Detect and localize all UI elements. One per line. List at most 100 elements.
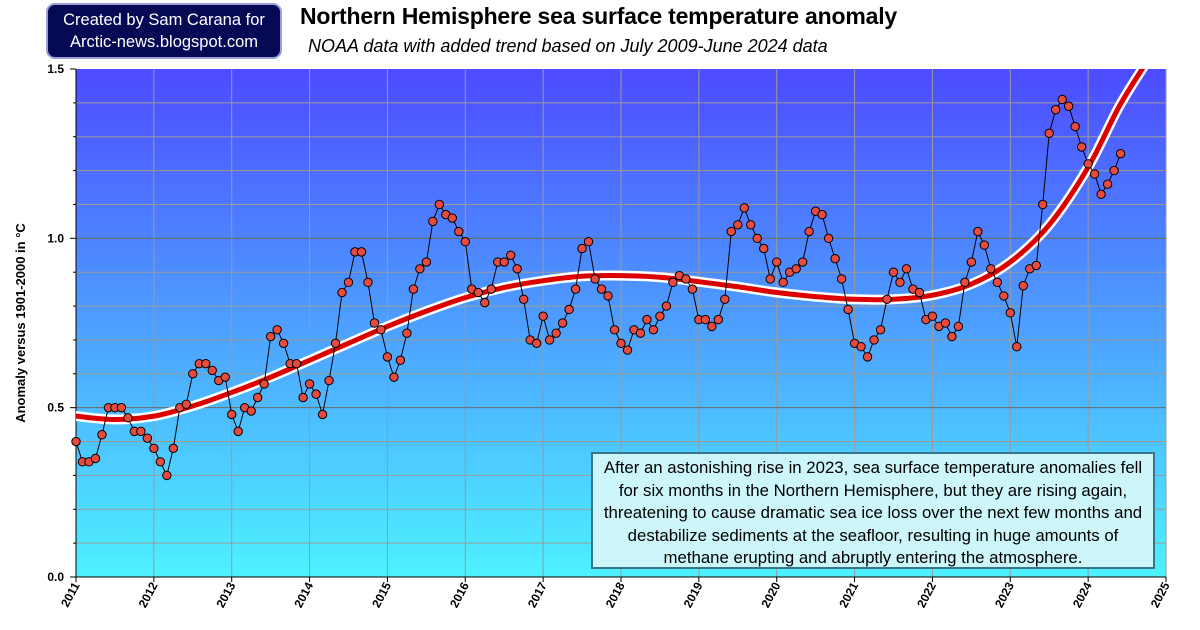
data-point: [940, 318, 951, 328]
data-point: [551, 328, 561, 338]
data-point: [590, 274, 600, 284]
data-point: [90, 453, 101, 464]
axes: [70, 68, 1167, 582]
data-point: [843, 304, 853, 315]
data-point: [817, 209, 827, 220]
data-point: [836, 274, 847, 284]
data-point: [376, 325, 386, 335]
data-point: [291, 358, 302, 369]
chart-subtitle: NOAA data with added trend based on July…: [308, 36, 828, 56]
data-point: [473, 287, 483, 298]
data-point: [272, 325, 282, 335]
data-point: [927, 311, 938, 321]
data-point: [746, 220, 756, 230]
data-point: [298, 392, 308, 403]
data-point: [421, 257, 432, 267]
x-tick-label: 2019: [681, 580, 706, 610]
data-point: [648, 325, 659, 335]
data-point: [402, 328, 412, 338]
data-point: [752, 233, 762, 244]
data-point: [596, 284, 607, 294]
x-tick-label: 2017: [525, 580, 550, 610]
data-point: [992, 277, 1003, 288]
data-point: [486, 284, 496, 294]
data-point: [1063, 101, 1074, 111]
x-tick-label: 2025: [1148, 580, 1173, 610]
data-point: [720, 294, 730, 304]
data-point: [622, 345, 633, 355]
data-point: [1018, 281, 1028, 291]
data-point: [506, 250, 516, 260]
data-point: [862, 352, 873, 362]
data-point: [259, 379, 269, 389]
data-point: [278, 338, 289, 349]
data-point: [772, 257, 782, 267]
data-point: [999, 291, 1009, 301]
data-point: [700, 314, 711, 325]
x-tick-label: 2020: [758, 580, 783, 610]
data-point: [304, 379, 315, 389]
data-point: [227, 409, 237, 420]
data-point: [1070, 121, 1080, 132]
x-tick-label: 2014: [291, 580, 316, 610]
data-point: [1089, 169, 1100, 179]
data-point: [369, 318, 380, 328]
x-tick-label: 2012: [136, 580, 161, 610]
data-point: [1115, 148, 1126, 159]
data-point: [986, 264, 996, 274]
data-point: [246, 406, 256, 416]
data-point: [311, 389, 321, 399]
data-point: [759, 243, 769, 254]
data-point: [830, 253, 840, 264]
data-point: [895, 277, 905, 288]
data-point: [337, 287, 347, 298]
data-point: [1012, 342, 1022, 352]
data-point: [901, 264, 912, 274]
data-point: [823, 233, 834, 244]
x-tick-label: 2022: [914, 580, 939, 610]
data-point: [973, 226, 983, 237]
data-point: [603, 291, 613, 301]
x-tick-label: 2013: [213, 580, 238, 610]
y-tick-label: 0.5: [47, 401, 64, 415]
data-point: [635, 328, 646, 338]
data-point: [460, 237, 470, 247]
x-tick-label: 2021: [836, 580, 861, 610]
data-point: [668, 277, 678, 288]
data-point: [609, 325, 620, 335]
data-point: [97, 430, 107, 440]
data-point: [707, 321, 717, 332]
credit-line-2: Arctic-news.blogspot.com: [70, 33, 258, 51]
data-point: [797, 257, 808, 267]
data-point: [201, 358, 211, 369]
data-point: [220, 372, 230, 382]
data-point: [739, 203, 749, 213]
data-point: [914, 287, 925, 298]
y-tick-label: 0.0: [47, 570, 64, 584]
data-point: [856, 342, 866, 352]
data-series: [71, 94, 1126, 481]
data-point: [1096, 189, 1106, 200]
data-point: [136, 426, 146, 437]
annotation-box: After an astonishing rise in 2023, sea s…: [591, 452, 1155, 569]
data-point: [480, 297, 490, 308]
data-point: [687, 284, 698, 294]
data-point: [960, 277, 970, 288]
data-point: [149, 443, 159, 454]
data-point: [324, 375, 334, 386]
data-point: [162, 470, 172, 481]
data-point: [168, 443, 179, 454]
data-point: [875, 325, 886, 335]
data-point: [1038, 199, 1048, 210]
data-point: [726, 226, 736, 237]
data-point: [791, 264, 801, 274]
data-point: [408, 284, 419, 294]
x-tick-label: 2015: [369, 580, 394, 610]
data-point: [583, 237, 594, 247]
data-point: [317, 409, 328, 420]
data-point: [869, 335, 879, 345]
data-point: [947, 331, 957, 342]
data-point: [181, 399, 191, 409]
data-point: [538, 311, 548, 321]
data-point: [888, 267, 899, 277]
